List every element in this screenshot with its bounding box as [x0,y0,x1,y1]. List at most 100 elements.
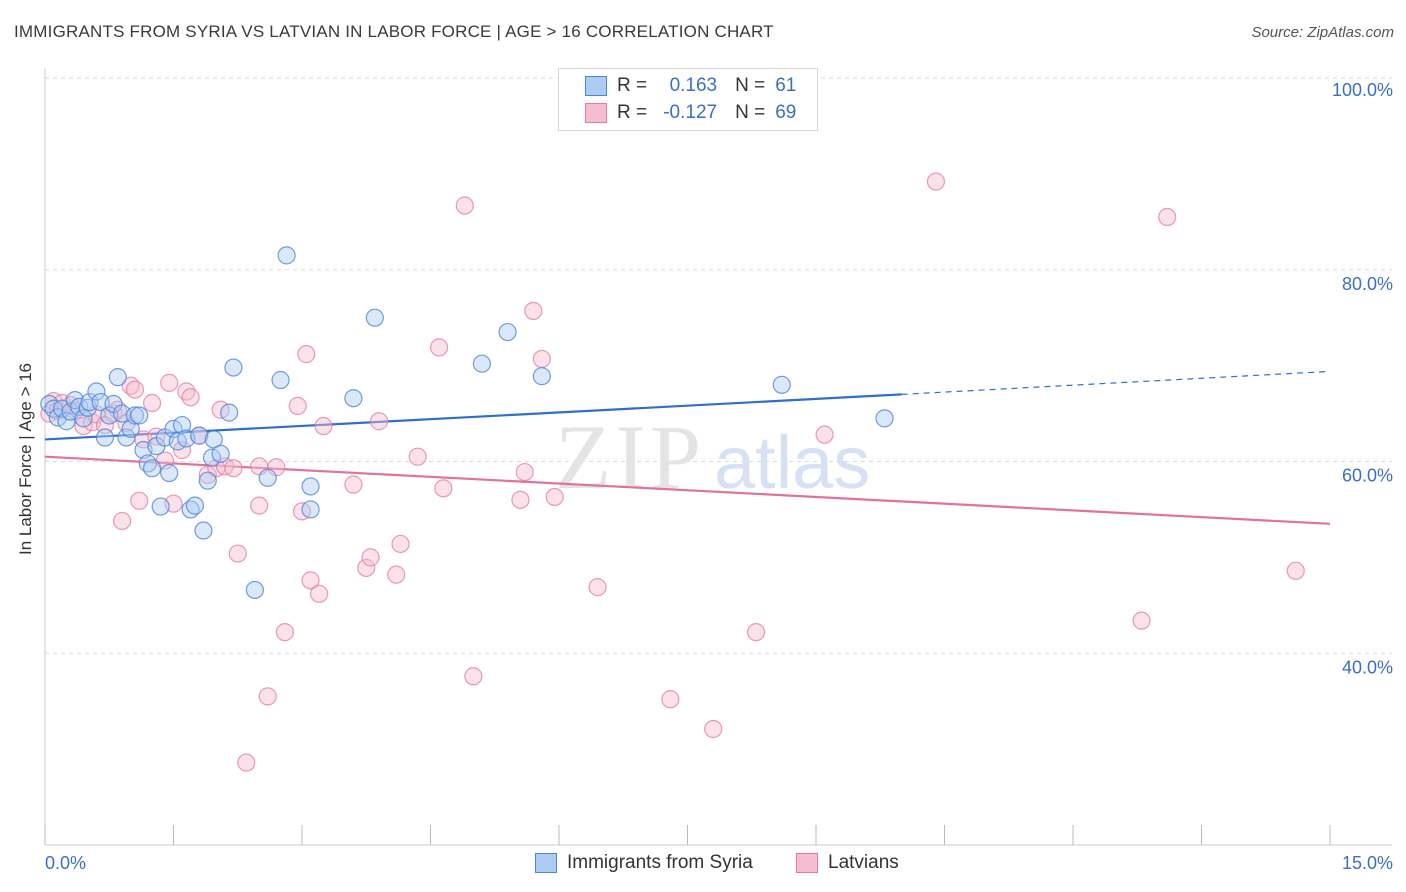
latvians-point [224,459,243,478]
latvians-point [357,558,376,578]
latvians-point [464,667,483,686]
latvians-point [181,388,200,407]
legend-r-value-syria: 0.163 [669,75,718,96]
syria-point [87,382,106,401]
latvians-point [455,196,474,215]
syria-point [498,322,517,342]
latvians-point [361,548,380,567]
syria-point [108,368,127,387]
latvians-point [387,565,406,584]
latvians-trend-line [44,455,1331,525]
latvians-point [250,496,269,515]
grid-lines [45,77,1392,654]
legend-label-latvians: Latvians [828,852,899,873]
latvians-point [142,393,162,413]
latvians-point [511,490,530,509]
latvians-point [310,584,329,603]
syria-point [198,471,217,490]
legend-item-latvians: Latvians [796,852,899,874]
legend-r-label: R = [617,75,648,96]
latvians-point [661,690,680,709]
latvians-point [297,345,316,364]
y-tick-label: 40.0% [1342,657,1393,677]
latvians-point [301,571,320,590]
syria-point [74,409,93,428]
syria-point [224,358,243,377]
latvians-point [160,373,179,392]
latvians-point [746,623,766,642]
syria-point [772,375,791,394]
stats-legend: R = 0.163 N = 61 R = -0.127 N = 69 [558,68,818,131]
syria-point [277,246,296,265]
x-tick-label-max: 15.0% [1342,853,1393,873]
syria-point [301,500,320,519]
x-tick-label-min: 0.0% [45,853,86,873]
legend-n-value-latvians: 69 [775,102,797,123]
y-tick-label: 60.0% [1342,466,1393,486]
syria-point [142,459,162,478]
legend-row-syria: R = 0.163 N = 61 [617,73,796,99]
latvians-point [288,396,307,415]
syria-point [125,406,145,425]
latvians-point [515,462,534,482]
legend-swatch-latvians [585,103,607,123]
legend-r-value-latvians: -0.127 [663,102,718,123]
y-tick-label: 80.0% [1342,274,1393,294]
watermark-zip: ZIP [555,406,705,508]
legend-item-syria: Immigrants from Syria [535,852,753,874]
syria-points [40,246,894,600]
y-axis-label: In Labor Force | Age > 16 [16,362,35,555]
latvians-point [344,475,363,494]
syria-point [190,426,209,445]
latvians-point [391,534,410,554]
latvians-point [228,544,247,563]
legend-n-value-syria: 61 [775,75,797,96]
axes [44,68,1392,846]
syria-point [95,428,115,447]
syria-point [185,496,205,515]
syria-point [245,580,264,600]
syria-point [271,370,290,390]
syria-point [365,308,384,327]
syria-point [472,354,491,373]
syria-point [344,389,363,408]
latvians-point [429,338,449,357]
syria-point [121,419,140,439]
legend-r-label: R = [617,102,648,123]
latvians-point [1132,611,1151,630]
latvians-point [1286,561,1305,580]
watermark-atlas: atlas [714,421,870,504]
latvians-point [172,440,192,460]
watermark: ZIP atlas [555,406,870,508]
syria-point [211,444,230,463]
latvians-point [704,719,723,739]
syria-point [301,477,320,496]
latvians-point [370,412,389,431]
legend-label-syria: Immigrants from Syria [567,852,753,873]
latvians-point [74,416,93,436]
latvians-point [434,479,453,498]
tick-labels: 40.0% 60.0% 80.0% 100.0% 0.0% 15.0% [45,80,1393,873]
latvians-point [130,491,149,510]
latvians-point [545,487,564,507]
syria-point [258,468,277,487]
latvians-point [815,425,834,444]
source-label: Source: ZipAtlas.com [1251,24,1394,41]
latvians-point [1158,207,1177,227]
syria-point [202,448,222,467]
latvians-point [588,577,607,597]
syria-point [172,415,192,435]
latvians-point [112,511,132,531]
legend-swatch-latvians [796,853,818,873]
syria-point [220,403,239,422]
syria-point [875,409,894,428]
latvians-point [314,416,333,436]
legend-row-latvians: R = -0.127 N = 69 [617,100,796,126]
syria-point [532,367,551,386]
syria-point [130,406,149,425]
latvians-point [524,301,543,321]
legend-swatch-syria [535,853,557,873]
latvians-point [275,623,294,642]
legend-swatch-syria [585,76,607,96]
